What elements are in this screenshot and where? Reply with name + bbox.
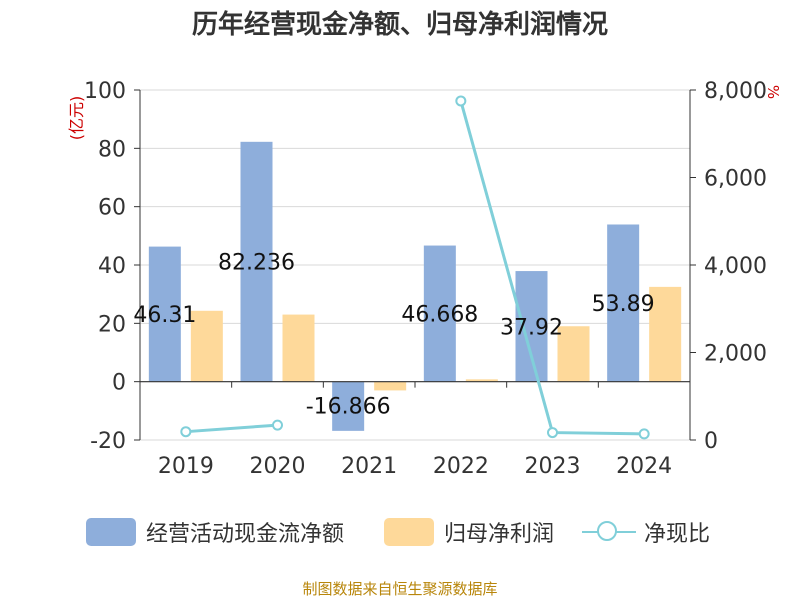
x-axis-tick-label: 2021 bbox=[341, 454, 397, 479]
data-label-cash-flow: 46.31 bbox=[133, 303, 196, 328]
right-axis-tick-label: 8,000 bbox=[704, 79, 767, 104]
data-label-cash-flow: 46.668 bbox=[401, 303, 478, 328]
right-axis-tick-label: 2,000 bbox=[704, 342, 767, 367]
legend-item-net-profit: 归母净利润 bbox=[384, 512, 554, 552]
legend-label-net-profit: 归母净利润 bbox=[444, 522, 555, 547]
ratio-point bbox=[455, 95, 467, 107]
bar-net-profit bbox=[557, 326, 590, 382]
bar-cash-flow bbox=[607, 224, 640, 382]
left-axis-tick-label: 0 bbox=[112, 371, 126, 396]
right-axis-unit: % bbox=[764, 85, 782, 99]
data-label-cash-flow: 53.89 bbox=[592, 292, 655, 317]
data-label-cash-flow: -16.866 bbox=[306, 395, 391, 420]
ratio-line bbox=[185, 423, 278, 434]
x-axis-tick-label: 2024 bbox=[616, 454, 672, 479]
legend-label-cash-flow: 经营活动现金流净额 bbox=[146, 522, 345, 547]
bar-cash-flow bbox=[148, 246, 181, 382]
ratio-point bbox=[638, 428, 650, 440]
bar-net-profit bbox=[374, 381, 407, 391]
left-axis-tick-label: 100 bbox=[84, 79, 126, 104]
legend-swatch-ratio bbox=[582, 518, 636, 546]
left-axis-tick-label: -20 bbox=[90, 429, 126, 454]
chart-title: 历年经营现金净额、归母净利润情况 bbox=[191, 10, 608, 40]
bar-net-profit bbox=[190, 310, 223, 382]
right-axis-tick-label: 0 bbox=[704, 429, 718, 454]
x-axis-tick-label: 2022 bbox=[433, 454, 489, 479]
data-label-cash-flow: 37.92 bbox=[500, 315, 563, 340]
bar-cash-flow bbox=[240, 141, 273, 382]
bar-cash-flow bbox=[332, 381, 365, 431]
x-axis-tick-label: 2019 bbox=[158, 454, 214, 479]
legend-item-ratio: 净现比 bbox=[582, 512, 710, 552]
x-axis-tick-label: 2020 bbox=[250, 454, 306, 479]
bar-cash-flow bbox=[423, 245, 456, 382]
chart-legend: 经营活动现金流净额 归母净利润 净现比 bbox=[0, 512, 800, 552]
right-axis-tick-label: 4,000 bbox=[704, 254, 767, 279]
bar-net-profit bbox=[649, 286, 682, 382]
legend-label-ratio: 净现比 bbox=[644, 522, 711, 547]
left-axis-unit: (亿元) bbox=[67, 96, 86, 141]
bar-cash-flow bbox=[515, 271, 548, 382]
ratio-point bbox=[547, 427, 558, 439]
bar-net-profit bbox=[282, 314, 315, 382]
x-axis-tick-label: 2023 bbox=[525, 454, 581, 479]
bar-net-profit bbox=[465, 379, 498, 382]
right-axis-tick-label: 6,000 bbox=[704, 167, 767, 192]
left-axis-tick-label: 20 bbox=[98, 312, 126, 337]
source-note: 制图数据来自恒生聚源数据库 bbox=[302, 580, 498, 598]
legend-swatch-cash-flow bbox=[86, 518, 136, 546]
left-axis-tick-label: 60 bbox=[98, 196, 126, 221]
legend-swatch-net-profit bbox=[384, 518, 434, 546]
ratio-point bbox=[272, 419, 283, 431]
data-label-cash-flow: 82.236 bbox=[218, 251, 295, 276]
left-axis-tick-label: 40 bbox=[98, 254, 126, 279]
legend-item-cash-flow: 经营活动现金流净额 bbox=[86, 512, 344, 552]
ratio-point bbox=[180, 426, 192, 438]
left-axis-tick-label: 80 bbox=[98, 137, 126, 162]
